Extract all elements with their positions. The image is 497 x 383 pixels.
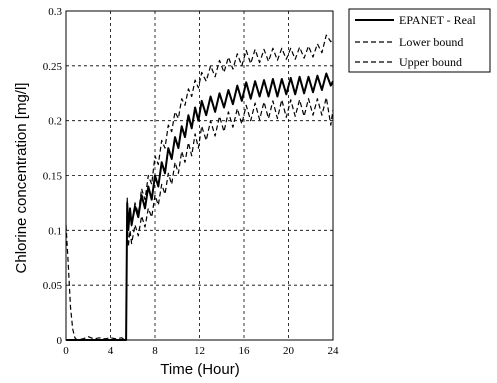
legend-label-upper-bound: Upper bound — [399, 55, 462, 69]
x-tick-label: 8 — [152, 345, 158, 357]
y-tick-label: 0.1 — [48, 225, 62, 237]
x-tick-label: 16 — [239, 345, 251, 357]
y-tick-label: 0.3 — [48, 6, 62, 18]
y-tick-label: 0 — [57, 335, 63, 347]
series-line-epanet-real — [66, 72, 334, 341]
y-tick-label: 0.05 — [43, 280, 63, 292]
series-line-lower-bound — [65, 96, 334, 341]
series-group — [65, 34, 334, 341]
plot-frame — [65, 10, 334, 341]
x-tick-label: 12 — [194, 345, 205, 357]
x-axis-ticks: 0 4 8 12 16 20 24 — [63, 345, 339, 357]
x-tick-label: 20 — [283, 345, 295, 357]
x-axis-title: Time (Hour) — [160, 361, 239, 378]
y-axis-ticks: 0 0.05 0.1 0.15 0.2 0.25 0.3 — [43, 6, 63, 347]
y-tick-label: 0.2 — [48, 116, 62, 128]
y-tick-label: 0.15 — [43, 171, 63, 183]
x-tick-label: 24 — [328, 345, 340, 357]
legend: EPANET - Real Lower bound Upper bound — [348, 8, 491, 73]
grid-lines — [66, 11, 333, 340]
y-axis-title: Chlorine concentration [mg/l] — [13, 83, 30, 274]
series-line-upper-bound — [125, 34, 334, 341]
legend-label-lower-bound: Lower bound — [399, 35, 463, 49]
y-tick-label: 0.25 — [43, 61, 63, 73]
x-tick-label: 4 — [108, 345, 114, 357]
x-tick-label: 0 — [63, 345, 69, 357]
legend-label-epanet-real: EPANET - Real — [399, 13, 476, 27]
